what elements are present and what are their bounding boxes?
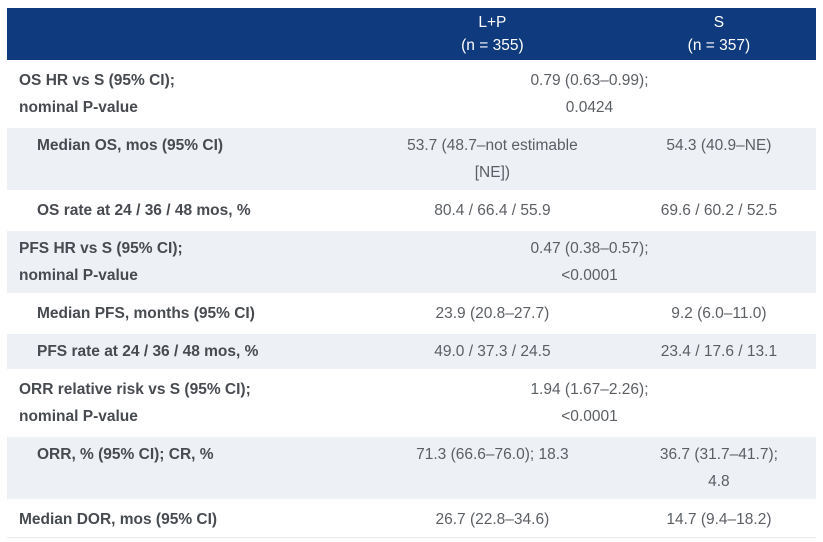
row-median-os: Median OS, mos (95% CI) 53.7 (48.7–not e…: [7, 128, 816, 190]
span-value-cell: 0.79 (0.63–0.99); 0.0424: [530, 72, 649, 116]
s-value-cell: 69.6 / 60.2 / 52.5: [660, 202, 778, 219]
s-value-cell: 36.7 (31.7–41.7); 4.8: [621, 437, 816, 499]
lp-value-cell: 26.7 (22.8–34.6): [362, 502, 622, 538]
header-cell-s-arm: S (n = 357): [621, 8, 816, 60]
header-row: L+P (n = 355) S (n = 357): [7, 8, 816, 60]
span-value-cell: 1.94 (1.67–2.26); <0.0001: [530, 381, 649, 425]
span-value-cell: 0.47 (0.38–0.57); <0.0001: [362, 231, 816, 293]
row-label: Median OS, mos (95% CI): [7, 128, 363, 190]
header-cell-row-label: [7, 8, 363, 60]
row-orr-cr: ORR, % (95% CI); CR, % 71.3 (66.6–76.0);…: [7, 437, 816, 499]
lp-value-cell: 71.3 (66.6–76.0); 18.3: [362, 437, 622, 499]
row-label: ORR relative risk vs S (95% CI); nominal…: [19, 381, 251, 425]
efficacy-results-table: L+P (n = 355) S (n = 357) OS HR vs S (95…: [7, 5, 816, 541]
lp-value-cell: 80.4 / 66.4 / 55.9: [434, 202, 551, 219]
row-label: OS HR vs S (95% CI); nominal P-value: [19, 72, 175, 116]
header-cell-lp-arm: L+P (n = 355): [362, 8, 622, 60]
row-label: PFS rate at 24 / 36 / 48 mos, %: [7, 334, 363, 369]
lp-value-cell: 23.9 (20.8–27.7): [435, 305, 550, 322]
row-median-pfs: Median PFS, months (95% CI) 23.9 (20.8–2…: [7, 296, 816, 331]
row-pfs-rate: PFS rate at 24 / 36 / 48 mos, % 49.0 / 3…: [7, 334, 816, 369]
row-label: OS rate at 24 / 36 / 48 mos, %: [37, 202, 251, 219]
lp-value-cell: 53.7 (48.7–not estimable [NE]): [362, 128, 622, 190]
row-median-dor: Median DOR, mos (95% CI) 26.7 (22.8–34.6…: [7, 502, 816, 538]
row-orr-relative-risk: ORR relative risk vs S (95% CI); nominal…: [7, 372, 816, 434]
row-label: PFS HR vs S (95% CI); nominal P-value: [7, 231, 363, 293]
s-value-cell: 54.3 (40.9–NE): [621, 128, 816, 190]
row-label: Median DOR, mos (95% CI): [7, 502, 363, 538]
s-value-cell: 23.4 / 17.6 / 13.1: [621, 334, 816, 369]
row-pfs-hr: PFS HR vs S (95% CI); nominal P-value 0.…: [7, 231, 816, 293]
row-label: ORR, % (95% CI); CR, %: [7, 437, 363, 499]
row-os-hr: OS HR vs S (95% CI); nominal P-value 0.7…: [7, 63, 816, 125]
row-label: Median PFS, months (95% CI): [37, 305, 255, 322]
s-value-cell: 14.7 (9.4–18.2): [621, 502, 816, 538]
s-value-cell: 9.2 (6.0–11.0): [671, 305, 767, 322]
row-os-rate: OS rate at 24 / 36 / 48 mos, % 80.4 / 66…: [7, 193, 816, 228]
lp-value-cell: 49.0 / 37.3 / 24.5: [362, 334, 622, 369]
